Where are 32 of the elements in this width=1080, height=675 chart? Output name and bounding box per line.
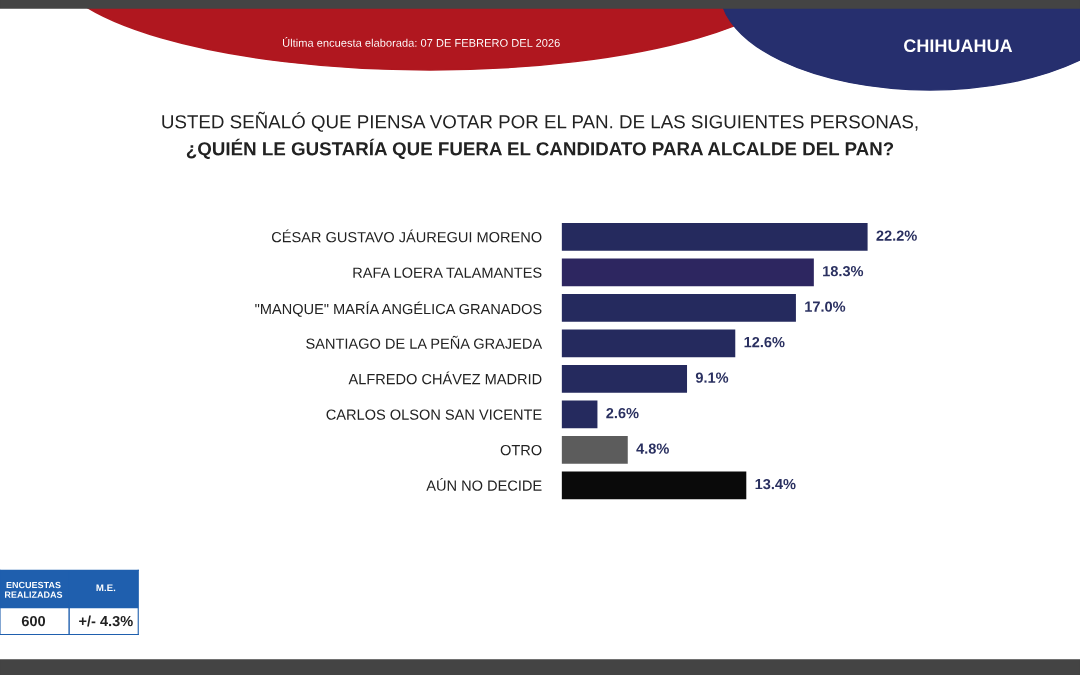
data-label: 4.8% xyxy=(636,443,669,454)
bar xyxy=(561,365,688,393)
y-tick-label: AÚN NO DECIDE xyxy=(426,477,542,491)
data-label: 18.3% xyxy=(823,265,864,277)
y-tick-label: SANTIAGO DE LA PEÑA GRAJEDA xyxy=(306,335,543,349)
text: CHIHUAHUA xyxy=(904,39,1013,53)
bar xyxy=(561,329,736,358)
y-tick-label: CARLOS OLSON SAN VICENTE xyxy=(326,409,542,420)
bar xyxy=(561,223,868,251)
text: M.E. xyxy=(96,584,116,592)
y-tick-label: OTRO xyxy=(500,444,542,456)
bar xyxy=(561,258,814,287)
y-tick-label: ALFREDO CHÁVEZ MADRID xyxy=(348,371,542,385)
data-label: 22.2% xyxy=(876,230,917,241)
data-label: 17.0% xyxy=(805,301,846,312)
chart-subtitle: ¿QUIÉN LE GUSTARÍA QUE FUERA EL CANDIDATO PARA ALCALDE DEL PAN? xyxy=(186,138,894,159)
data-label: 13.4% xyxy=(755,478,796,490)
bar xyxy=(561,400,598,429)
data-label: 2.6% xyxy=(606,407,639,419)
chart-title: USTED SEÑALÓ QUE PIENSA VOTAR POR EL PAN. DE LAS SIGUIENTES PERSONAS, xyxy=(162,111,918,132)
y-tick-label: RAFA LOERA TALAMANTES xyxy=(353,267,542,278)
y-tick-label: "MANQUE" MARÍA ANGÉLICA GRANADOS xyxy=(255,301,542,317)
text: 600 xyxy=(21,615,46,627)
text: +/- 4.3% xyxy=(79,615,133,627)
text: ENCUESTAS REALIZADAS xyxy=(4,581,63,598)
data-label: 9.1% xyxy=(695,372,729,383)
bar xyxy=(561,436,628,464)
bar xyxy=(561,471,747,500)
text: Última encuesta elaborada: 07 DE FEBRERO DEL 2026 xyxy=(283,37,560,47)
y-tick-label: CÉSAR GUSTAVO JÁUREGUI MORENO xyxy=(271,229,542,243)
data-label: 12.6% xyxy=(744,336,785,348)
bar xyxy=(561,294,796,322)
